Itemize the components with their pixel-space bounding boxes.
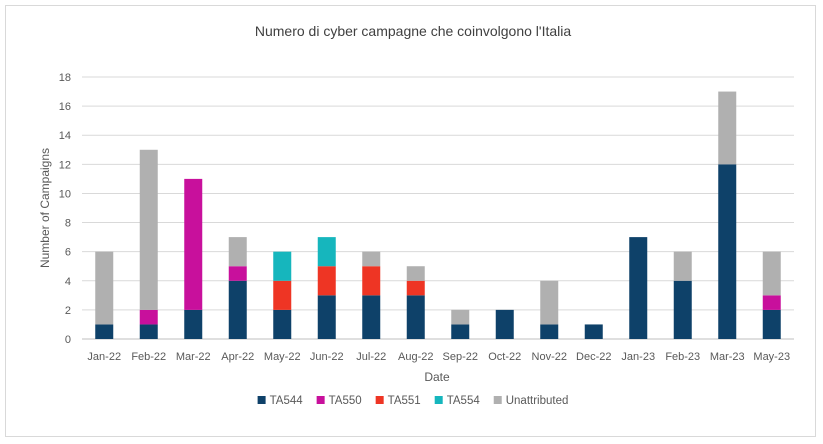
- bar-segment-ta544-mar-22: [184, 309, 203, 339]
- bar-segment-ta544-aug-22: [406, 295, 425, 339]
- bar-segment-unattributed-apr-22: [228, 237, 247, 267]
- legend-item-ta554: TA554: [434, 395, 481, 407]
- bar-segment-ta554-may-22: [273, 251, 292, 281]
- x-axis-label: Date: [424, 370, 450, 384]
- y-tick-label: 6: [65, 247, 71, 259]
- legend: TA544 TA550 TA551 TA554 Unattributed: [257, 395, 569, 407]
- bar-segment-ta551-jun-22: [317, 266, 336, 296]
- y-axis-ticks: 0 2 4 6 8 10 12 14 16 18: [59, 72, 71, 346]
- x-tick-label: Jun-22: [310, 351, 344, 363]
- bar-segment-ta544-jan-23: [629, 237, 648, 339]
- y-tick-label: 14: [59, 130, 71, 142]
- x-tick-label: May-22: [264, 351, 301, 363]
- bar-segment-unattributed-aug-22: [406, 266, 425, 281]
- y-tick-label: 18: [59, 72, 71, 84]
- y-tick-label: 16: [59, 101, 71, 113]
- bar-segment-ta544-sep-22: [451, 324, 470, 339]
- x-tick-label: Oct-22: [488, 351, 521, 363]
- bar-segment-ta544-nov-22: [540, 324, 559, 339]
- bar-segment-ta551-aug-22: [406, 280, 425, 296]
- bar-segment-unattributed-jan-22: [95, 251, 114, 325]
- legend-item-ta544: TA544: [257, 395, 304, 407]
- y-axis-label: Number of Campaigns: [38, 148, 52, 268]
- bar-segment-unattributed-feb-23: [673, 251, 692, 281]
- bar-segment-ta544-jan-22: [95, 324, 114, 339]
- chart-title: Numero di cyber campagne che coinvolgono…: [255, 23, 572, 39]
- x-tick-label: Jul-22: [356, 351, 386, 363]
- bar-segment-ta544-jun-22: [317, 295, 336, 339]
- x-tick-label: Nov-22: [532, 351, 567, 363]
- x-tick-label: Dec-22: [576, 351, 611, 363]
- bar-segment-ta544-mar-23: [718, 164, 737, 339]
- bar-segment-ta551-jul-22: [362, 266, 381, 296]
- y-tick-label: 12: [59, 159, 71, 171]
- bar-segment-ta544-dec-22: [584, 324, 603, 339]
- x-tick-label: Feb-22: [131, 351, 166, 363]
- x-tick-label: Mar-23: [710, 351, 745, 363]
- y-tick-label: 2: [65, 305, 71, 317]
- legend-label: TA554: [447, 395, 481, 407]
- x-tick-label: Sep-22: [443, 351, 478, 363]
- x-tick-label: Aug-22: [398, 351, 433, 363]
- y-tick-label: 8: [65, 218, 71, 230]
- bars: [95, 91, 781, 339]
- bar-segment-ta550-mar-22: [184, 178, 203, 310]
- x-tick-label: Jan-22: [87, 351, 121, 363]
- bar-segment-ta550-feb-22: [139, 309, 158, 325]
- bar-segment-unattributed-feb-22: [139, 149, 158, 310]
- legend-swatch: [434, 396, 443, 404]
- legend-item-unattributed: Unattributed: [493, 395, 569, 407]
- bar-segment-ta544-oct-22: [495, 309, 514, 339]
- legend-item-ta550: TA550: [316, 395, 362, 407]
- x-axis-ticks: Jan-22 Feb-22 Mar-22 Apr-22 May-22 Jun-22 Jul-…: [87, 351, 790, 363]
- legend-label: TA544: [270, 395, 304, 407]
- bar-segment-ta551-may-22: [273, 280, 292, 310]
- bar-segment-ta550-may-23: [762, 295, 781, 310]
- bar-segment-unattributed-jul-22: [362, 251, 381, 267]
- y-tick-label: 4: [65, 276, 71, 288]
- x-tick-label: May-23: [753, 351, 790, 363]
- bar-segment-ta544-may-22: [273, 309, 292, 339]
- bar-segment-ta550-apr-22: [228, 266, 247, 281]
- bar-segment-ta544-feb-22: [139, 324, 158, 339]
- bar-segment-unattributed-nov-22: [540, 280, 559, 325]
- bar-segment-unattributed-may-23: [762, 251, 781, 296]
- bar-segment-unattributed-sep-22: [451, 309, 470, 325]
- legend-label: Unattributed: [506, 395, 569, 407]
- bar-segment-ta544-feb-23: [673, 280, 692, 339]
- bar-segment-unattributed-mar-23: [718, 91, 737, 165]
- bar-segment-ta544-jul-22: [362, 295, 381, 339]
- bar-segment-ta544-may-23: [762, 309, 781, 339]
- legend-label: TA550: [329, 395, 362, 407]
- legend-swatch: [316, 396, 325, 404]
- bar-segment-ta544-apr-22: [228, 280, 247, 339]
- y-tick-label: 10: [59, 188, 71, 200]
- bar-segment-ta554-jun-22: [317, 237, 336, 267]
- legend-swatch: [493, 396, 502, 404]
- x-tick-label: Mar-22: [176, 351, 211, 363]
- x-tick-label: Jan-23: [621, 351, 655, 363]
- legend-swatch: [257, 396, 266, 404]
- x-tick-label: Apr-22: [221, 351, 254, 363]
- legend-label: TA551: [388, 395, 421, 407]
- x-tick-label: Feb-23: [665, 351, 700, 363]
- legend-swatch: [375, 396, 384, 404]
- y-tick-label: 0: [65, 334, 71, 346]
- legend-item-ta551: TA551: [375, 395, 421, 407]
